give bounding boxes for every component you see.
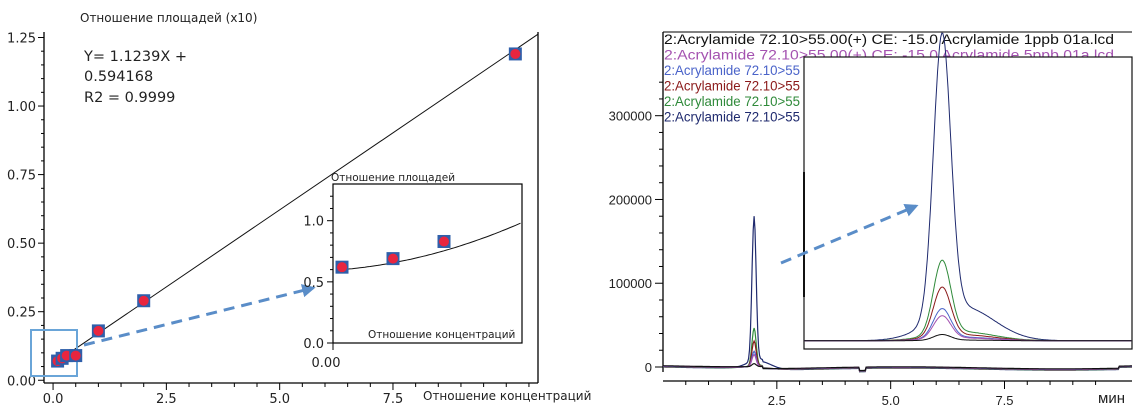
calibration-y-tick-label: 0.50 xyxy=(7,237,36,252)
chromatogram-x-tick-label: 2.5 xyxy=(768,393,786,407)
calibration-point xyxy=(61,350,72,361)
calibration-x-tick-label: 2.5 xyxy=(156,392,177,407)
calibration-y-tick-label: 0.00 xyxy=(7,374,36,389)
chromatogram-x-tick-label: 5.0 xyxy=(882,393,900,407)
chromatogram-legend-entry: 2:Acrylamide 72.10>55.00(+) CE: -15.0 Ac… xyxy=(664,32,1114,47)
calibration-x-tick-label: 5.0 xyxy=(269,392,290,407)
calibration-x-tick-label: 0.0 xyxy=(43,392,64,407)
chromatogram-x-tick-label: 7.5 xyxy=(995,393,1013,407)
chromatogram-y-tick-label: 0 xyxy=(645,360,652,375)
calibration-x-tick-label: 7.5 xyxy=(383,392,404,407)
inset-y-tick-label: 0.0 xyxy=(303,337,324,352)
inset-point xyxy=(337,262,347,273)
inset-point xyxy=(388,253,398,264)
chromatogram-chart: 0 100000 200000 300000 2.5 5.0 7.5 мин 2:Acry… xyxy=(609,31,1133,407)
calibration-point xyxy=(138,295,149,306)
calibration-point xyxy=(510,48,521,59)
chromatogram-legend-entry: 2:Acrylamide 72.10>55 xyxy=(664,79,800,94)
chromatogram-zoom-frame xyxy=(803,56,1133,350)
calibration-point xyxy=(93,325,104,336)
calibration-y-tick-label: 1.00 xyxy=(7,100,36,115)
calibration-equation-line-3: R2 = 0.9999 xyxy=(84,90,175,106)
calibration-y-tick-label: 1.25 xyxy=(7,31,36,46)
inset-frame xyxy=(332,183,523,344)
calibration-equation-line-1: Y= 1.1239X + xyxy=(83,49,187,65)
calibration-y-axis-title: Отношение площадей (x10) xyxy=(80,11,257,25)
inset-point xyxy=(439,236,449,247)
zoom-arrow xyxy=(83,284,316,347)
chromatogram-y-tick-label: 200000 xyxy=(609,192,652,207)
inset-y-tick-label: 1.0 xyxy=(303,215,324,230)
calibration-y-tick-label: 0.75 xyxy=(7,169,36,184)
calibration-y-tick-label: 0.25 xyxy=(7,306,36,321)
chromatogram-legend-entry: 2:Acrylamide 72.10>55 xyxy=(664,94,800,109)
chromatogram-y-tick-label: 300000 xyxy=(609,109,652,124)
calibration-inset: Отношение площадей Отношение концентраци… xyxy=(303,172,523,371)
inset-y-axis-title: Отношение площадей xyxy=(331,172,455,184)
calibration-point xyxy=(70,350,81,361)
calibration-equation-line-2: 0.594168 xyxy=(84,69,153,85)
chromatogram-legend-entry: 2:Acrylamide 72.10>55 xyxy=(664,63,800,78)
chromatogram-zoom-trace xyxy=(804,334,1132,342)
inset-y-tick-label: 0.5 xyxy=(303,276,324,291)
chromatogram-trace xyxy=(662,362,1132,372)
chromatogram-legend-entry: 2:Acrylamide 72.10>55 xyxy=(664,110,800,125)
calibration-fit-line xyxy=(52,33,539,365)
calibration-chart: Отношение площадей (x10) Отношение конце… xyxy=(7,11,591,407)
chromatogram-x-axis-title: мин xyxy=(1098,390,1125,407)
inset-x-axis-title: Отношение концентраций xyxy=(368,329,515,341)
inset-fit-curve xyxy=(341,222,521,271)
chromatogram-zoom-arrow xyxy=(780,203,919,265)
calibration-x-axis-title: Отношение концентраций xyxy=(423,389,591,403)
inset-x-tick-label: 0.00 xyxy=(312,356,341,371)
chromatogram-y-tick-label: 100000 xyxy=(609,276,652,291)
